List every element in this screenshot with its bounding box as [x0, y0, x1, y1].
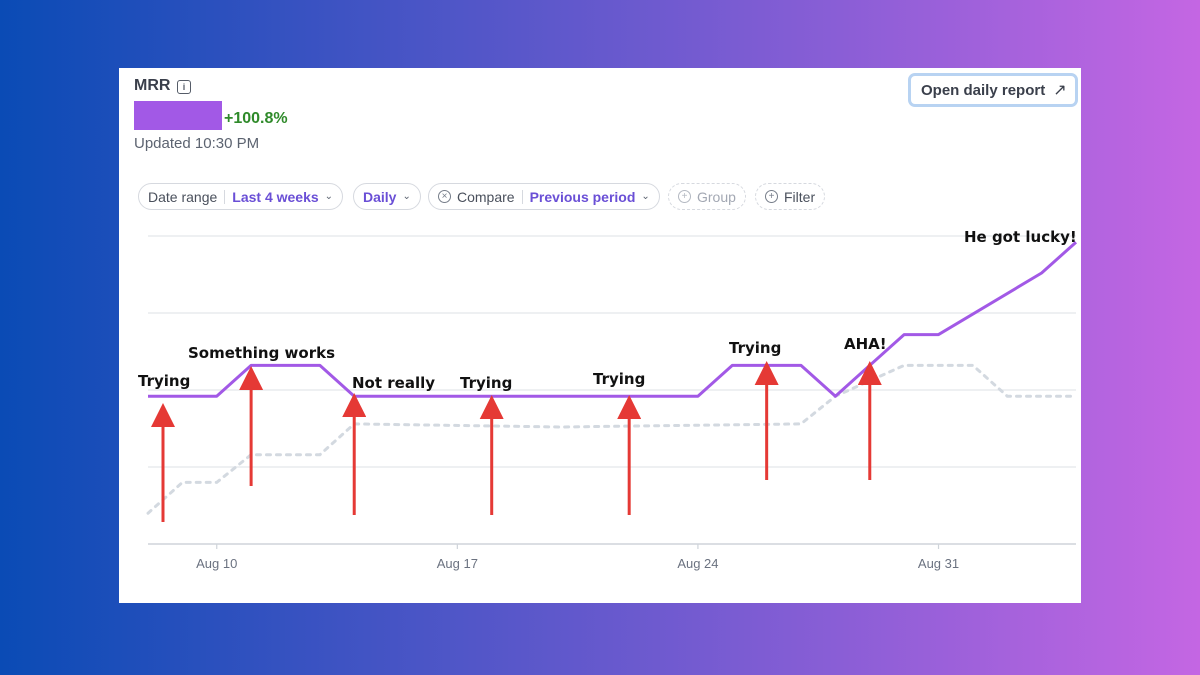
- interval-dropdown[interactable]: Daily ⌄: [353, 183, 421, 210]
- compare-label: Compare: [457, 188, 515, 205]
- metric-title: MRR: [134, 77, 171, 94]
- compare-value: Previous period: [529, 188, 636, 205]
- x-axis: Aug 10 Aug 17 Aug 24 Aug 31: [148, 543, 1076, 571]
- info-icon[interactable]: i: [177, 80, 191, 94]
- x-tick-label: Aug 10: [196, 556, 237, 571]
- annotation-label: Trying: [729, 339, 781, 357]
- mrr-chart: Aug 10 Aug 17 Aug 24 Aug 31 Trying Something…: [138, 228, 1078, 571]
- plus-circle-icon: +: [678, 190, 691, 203]
- open-daily-report-button[interactable]: Open daily report ↗: [908, 73, 1078, 107]
- chevron-down-icon: ⌄: [641, 191, 650, 202]
- pill-divider: [224, 189, 226, 204]
- annotation-label: Something works: [188, 344, 335, 362]
- group-label: Group: [697, 188, 736, 205]
- mrr-card: MRR i +100.8% Updated 10:30 PM Open dail…: [119, 68, 1081, 603]
- plus-circle-icon: +: [765, 190, 778, 203]
- annotation-label: Trying: [138, 372, 190, 390]
- x-tick-label: Aug 17: [437, 556, 478, 571]
- current-period-line: [148, 241, 1078, 398]
- chart-grid: [148, 235, 1076, 468]
- annotation-label: Not really: [352, 374, 435, 392]
- chevron-down-icon: ⌄: [324, 191, 334, 202]
- chart-series: [146, 241, 1078, 515]
- date-range-value: Last 4 weeks: [232, 188, 319, 205]
- filter-button[interactable]: + Filter: [755, 183, 826, 210]
- redacted-metric-value: [134, 101, 222, 130]
- date-range-dropdown[interactable]: Date range Last 4 weeks ⌄: [138, 183, 344, 210]
- open-report-label: Open daily report: [921, 81, 1046, 99]
- close-circle-icon[interactable]: ×: [438, 190, 451, 203]
- filter-label: Filter: [784, 188, 816, 205]
- change-percentage: +100.8%: [224, 110, 288, 127]
- previous-period-line: [146, 363, 1078, 515]
- pill-divider: [521, 189, 523, 204]
- arrow-up-right-icon: ↗: [1053, 82, 1067, 99]
- annotation-label: Trying: [460, 374, 512, 392]
- compare-dropdown[interactable]: × Compare Previous period ⌄: [428, 183, 660, 210]
- annotation-label: Trying: [593, 370, 645, 388]
- date-range-label: Date range: [148, 188, 218, 205]
- annotation-labels: Trying Something works Not really Trying Try…: [138, 228, 1077, 392]
- x-tick-label: Aug 31: [918, 556, 959, 571]
- group-button[interactable]: + Group: [668, 183, 746, 210]
- annotation-label: He got lucky!: [964, 228, 1077, 246]
- annotation-arrows: [151, 361, 882, 522]
- annotation-label: AHA!: [844, 335, 887, 353]
- x-tick-label: Aug 24: [677, 556, 718, 571]
- updated-timestamp: Updated 10:30 PM: [134, 135, 260, 152]
- interval-value: Daily: [363, 188, 397, 205]
- chevron-down-icon: ⌄: [402, 191, 411, 202]
